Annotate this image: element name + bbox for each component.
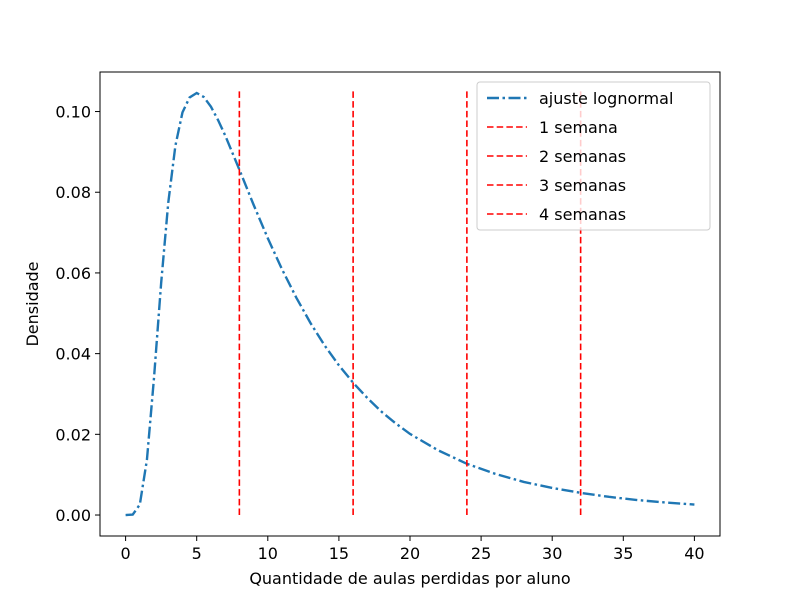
- x-tick-label: 30: [542, 544, 562, 563]
- x-tick-label: 25: [471, 544, 491, 563]
- x-tick-label: 0: [121, 544, 131, 563]
- legend-label: ajuste lognormal: [539, 89, 673, 108]
- legend-label: 1 semana: [539, 118, 618, 137]
- y-tick-label: 0.00: [55, 506, 91, 525]
- y-tick-label: 0.10: [55, 103, 91, 122]
- legend-label: 4 semanas: [539, 205, 626, 224]
- legend: ajuste lognormal 1 semana 2 semanas 3 seman…: [476, 81, 711, 231]
- x-tick-label: 40: [684, 544, 704, 563]
- y-tick-label: 0.06: [55, 264, 91, 283]
- y-tick-label: 0.04: [55, 345, 91, 364]
- x-tick-label: 10: [258, 544, 278, 563]
- y-tick-label: 0.02: [55, 425, 91, 444]
- series-line-lognormal: [125, 91, 695, 517]
- legend-box: [476, 81, 711, 231]
- x-tick-label: 20: [400, 544, 420, 563]
- legend-label: 2 semanas: [539, 147, 626, 166]
- y-tick-label: 0.08: [55, 183, 91, 202]
- x-tick-label: 35: [613, 544, 633, 563]
- x-tick-label: 15: [329, 544, 349, 563]
- x-axis-label: Quantidade de aulas perdidas por aluno: [249, 569, 570, 588]
- y-axis-label: Densidade: [23, 261, 42, 346]
- axis-ticks: 0 5 10 15 20 25 30 35 40 0.00 0.02 0.04 0.06 0.08 0.10: [55, 103, 704, 563]
- x-tick-label: 5: [192, 544, 202, 563]
- legend-label: 3 semanas: [539, 176, 626, 195]
